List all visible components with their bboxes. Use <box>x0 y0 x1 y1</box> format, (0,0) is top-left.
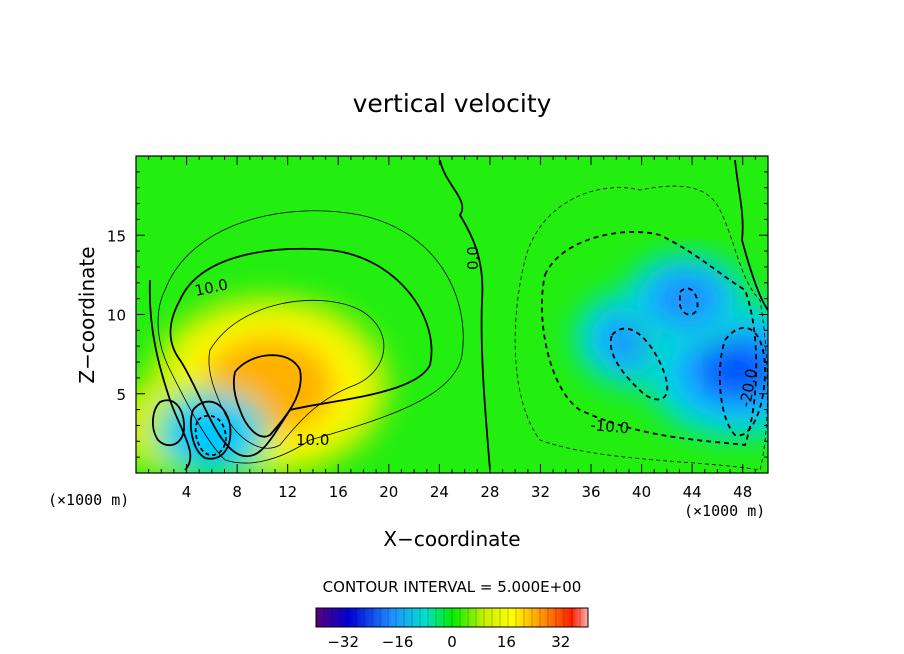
colorbar <box>315 607 589 628</box>
contour-label: 10.0 <box>296 431 329 449</box>
field-blob <box>650 272 722 326</box>
field-blob <box>704 345 768 395</box>
x-tick-label: 20 <box>379 483 398 501</box>
x-tick-label: 40 <box>632 483 651 501</box>
x-tick-label: 4 <box>182 483 192 501</box>
x-unit-label: (×1000 m) <box>684 502 765 520</box>
contour-zero <box>439 159 491 471</box>
contour-negative-20c <box>679 287 699 316</box>
colorbar-tick-label: −16 <box>382 633 414 651</box>
contour-label: 0.0 <box>464 246 482 270</box>
contour-negative-20a <box>609 327 669 401</box>
contour-interval: CONTOUR INTERVAL = 5.000E+00 <box>323 578 582 596</box>
x-tick-label: 48 <box>733 483 752 501</box>
x-tick-label: 12 <box>278 483 297 501</box>
contour-positive-5 <box>157 210 464 464</box>
chart-title: vertical velocity <box>353 89 552 118</box>
x-tick-label: 16 <box>329 483 348 501</box>
x-tick-label: 32 <box>531 483 550 501</box>
y-tick-label: 10 <box>107 307 126 325</box>
contour-left-small <box>190 400 232 460</box>
contour-negative-20b <box>718 326 766 437</box>
x-tick-label: 44 <box>683 483 702 501</box>
contour-positive-20 <box>232 354 302 438</box>
contour-negative-10 <box>541 231 758 446</box>
contour-negative-5 <box>514 185 768 471</box>
colorbar-tick-label: 32 <box>551 633 570 651</box>
z-unit-label: (×1000 m) <box>48 491 129 509</box>
colorbar-tick-label: 0 <box>447 633 457 651</box>
contour-positive-10 <box>169 247 433 458</box>
x-tick-label: 24 <box>430 483 449 501</box>
y-tick-label: 5 <box>116 386 126 404</box>
y-axis-label: Z−coordinate <box>75 246 99 383</box>
x-tick-label: 36 <box>581 483 600 501</box>
contour-left-positive <box>152 399 185 447</box>
colorbar-tick-label: −32 <box>327 633 359 651</box>
y-tick-label: 15 <box>107 227 126 245</box>
colorbar-tick-label: 16 <box>497 633 516 651</box>
x-tick-label: 28 <box>480 483 499 501</box>
contour-label: -10.0 <box>590 416 630 437</box>
x-tick-label: 8 <box>232 483 242 501</box>
contour-zero-right <box>734 159 768 311</box>
plot-area <box>136 156 768 473</box>
x-axis-label: X−coordinate <box>383 527 520 551</box>
